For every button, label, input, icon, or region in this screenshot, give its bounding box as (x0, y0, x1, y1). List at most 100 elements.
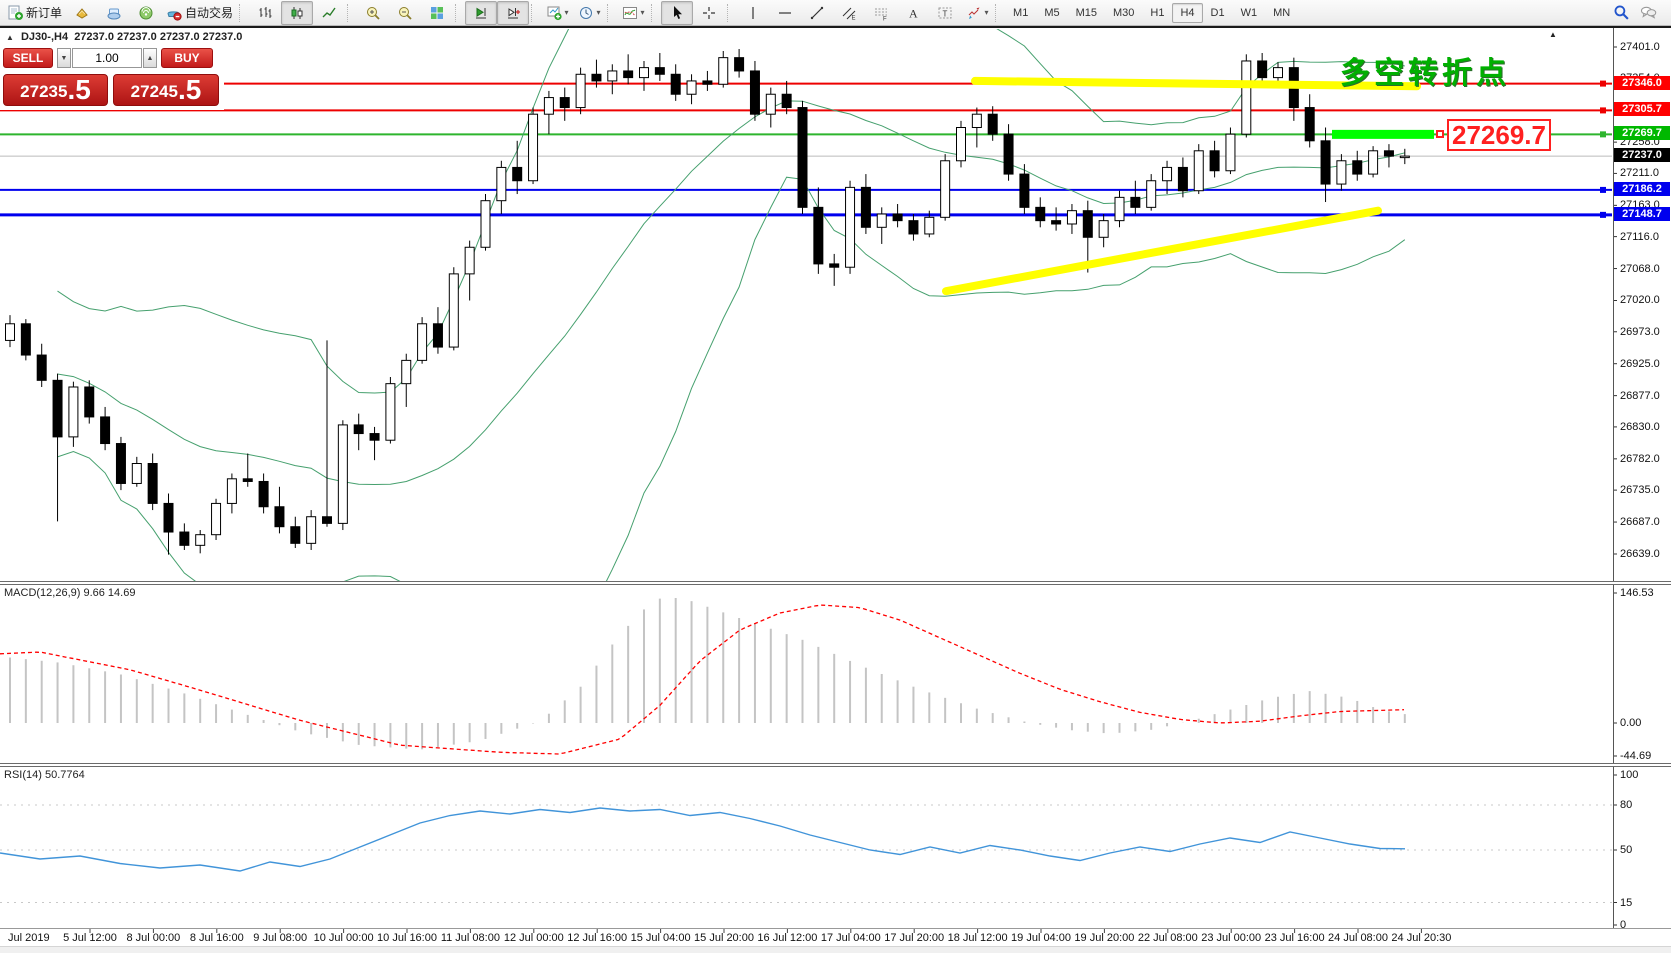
candle-body (496, 166, 507, 202)
candle-body (306, 516, 317, 544)
time-label: 15 Jul 20:00 (694, 932, 754, 944)
sell-price-display[interactable]: 27235.5 (3, 74, 108, 106)
volume-up-button[interactable]: ▲ (143, 48, 157, 68)
timeframe-mn[interactable]: MN (1273, 6, 1291, 19)
callout-anchor-square[interactable] (1436, 130, 1444, 138)
timeframe-h4[interactable]: H4 (1172, 2, 1203, 23)
candle-body (1082, 210, 1093, 238)
trendline-button[interactable] (801, 1, 833, 25)
turning-point-annotation[interactable]: 多空转折点 (1340, 57, 1510, 90)
market-watch-button[interactable] (66, 1, 98, 25)
dropdown-caret-icon[interactable]: ▾ (640, 7, 645, 17)
candle-body (654, 67, 665, 75)
main-pane[interactable] (0, 0, 1612, 641)
profiles-button[interactable]: ▾ (573, 1, 605, 25)
candle-body (765, 93, 776, 115)
volume-down-button[interactable]: ▼ (57, 48, 71, 68)
new-chart-button[interactable]: ▾ (541, 1, 573, 25)
indicators-list-button[interactable]: ▾ (617, 1, 649, 25)
scroll-up-marker[interactable]: ▲ (1549, 30, 1557, 39)
candle-body (797, 107, 808, 208)
timeframe-m1[interactable]: M1 (1013, 6, 1029, 19)
timeframe-m30[interactable]: M30 (1113, 6, 1135, 19)
support-trendline[interactable] (942, 206, 1382, 296)
resistance-trendline[interactable] (971, 76, 1421, 91)
candle-body (876, 213, 887, 228)
candle-body (131, 463, 142, 484)
horizontal-line-button[interactable] (769, 1, 801, 25)
search-icon[interactable] (1613, 4, 1630, 21)
pane-separator-rsi[interactable] (0, 763, 1671, 767)
fibonacci-retracement-button[interactable]: F (865, 1, 897, 25)
candle-body (20, 323, 31, 356)
candle-body (1383, 150, 1394, 157)
price-tick-label: 27116.0 (1620, 230, 1659, 243)
timeframe-w1[interactable]: W1 (1240, 6, 1258, 19)
bar-chart-button[interactable] (249, 1, 281, 25)
candle-body (734, 57, 745, 72)
candle-body (575, 73, 586, 109)
auto-scroll-button[interactable] (465, 0, 498, 25)
volume-input[interactable] (72, 48, 142, 68)
timeframe-h1[interactable]: H1 (1150, 6, 1165, 19)
candle-body (781, 93, 792, 109)
zoom-out-button[interactable] (389, 1, 421, 25)
rsi-indicator-label: RSI(14) 50.7764 (4, 769, 85, 781)
candle-body (432, 323, 443, 348)
text-button[interactable]: A (897, 1, 929, 25)
time-label: 10 Jul 16:00 (377, 932, 437, 944)
time-label: 12 Jul 16:00 (567, 932, 628, 944)
price-tick-label: 26973.0 (1620, 325, 1660, 338)
dropdown-caret-icon[interactable]: ▾ (596, 7, 601, 17)
candle-body (115, 443, 126, 484)
new-order-button[interactable]: 新订单 (3, 1, 66, 25)
candle-body (718, 57, 729, 85)
equidistant-channel-button[interactable]: E (833, 1, 865, 25)
chat-icon[interactable] (1640, 4, 1657, 21)
arrows-button[interactable]: ▾ (961, 1, 993, 25)
candle-body (211, 502, 222, 536)
candle-body (908, 220, 919, 235)
candle-body (1162, 166, 1173, 182)
signals-button[interactable] (130, 1, 162, 25)
dropdown-caret-icon[interactable]: ▾ (564, 7, 569, 17)
timeframe-m5[interactable]: M5 (1044, 6, 1060, 19)
zoom-in-button[interactable] (357, 1, 389, 25)
line-chart-button[interactable] (313, 1, 345, 25)
candle-body (940, 160, 951, 218)
candle-body (1193, 150, 1204, 192)
auto-trading-button[interactable]: 自动交易 (162, 1, 237, 25)
tile-windows-button[interactable] (421, 1, 453, 25)
pane-separator-macd[interactable] (0, 581, 1671, 585)
dropdown-caret-icon[interactable]: ▾ (984, 7, 989, 17)
line-axis-marker (1600, 211, 1606, 218)
line-axis-marker (1600, 80, 1606, 87)
toolbar-separator (651, 3, 657, 22)
time-label: 19 Jul 20:00 (1074, 932, 1135, 944)
price-callout-box[interactable]: 27269.7 (1447, 119, 1551, 151)
candle-body (1399, 155, 1410, 159)
price-tick-label: 27020.0 (1620, 294, 1660, 307)
svg-text:F: F (883, 16, 887, 21)
buy-button[interactable]: BUY (161, 48, 213, 68)
sell-button[interactable]: SELL (3, 48, 53, 68)
candle-body (892, 213, 903, 222)
charts-window-button[interactable] (98, 1, 130, 25)
timeframe-d1[interactable]: D1 (1210, 6, 1225, 19)
crosshair-button[interactable] (693, 1, 725, 25)
toolbar-separator (455, 3, 461, 22)
price-tick-label: 26735.0 (1620, 484, 1660, 497)
vertical-line-button[interactable] (737, 1, 769, 25)
time-label: 9 Jul 08:00 (253, 932, 308, 944)
candlestick-chart-button[interactable] (281, 0, 314, 25)
cursor-button[interactable] (661, 0, 694, 25)
buy-price-display[interactable]: 27245.5 (113, 74, 219, 106)
text-label-button[interactable]: T (929, 1, 961, 25)
timeframe-m15[interactable]: M15 (1075, 6, 1097, 19)
chart-shift-button[interactable] (497, 0, 530, 25)
price-tick-label: 26877.0 (1620, 389, 1660, 402)
candle-body (845, 186, 856, 268)
candle-body (448, 273, 459, 348)
collapse-panel-icon[interactable]: ▲ (6, 33, 14, 42)
